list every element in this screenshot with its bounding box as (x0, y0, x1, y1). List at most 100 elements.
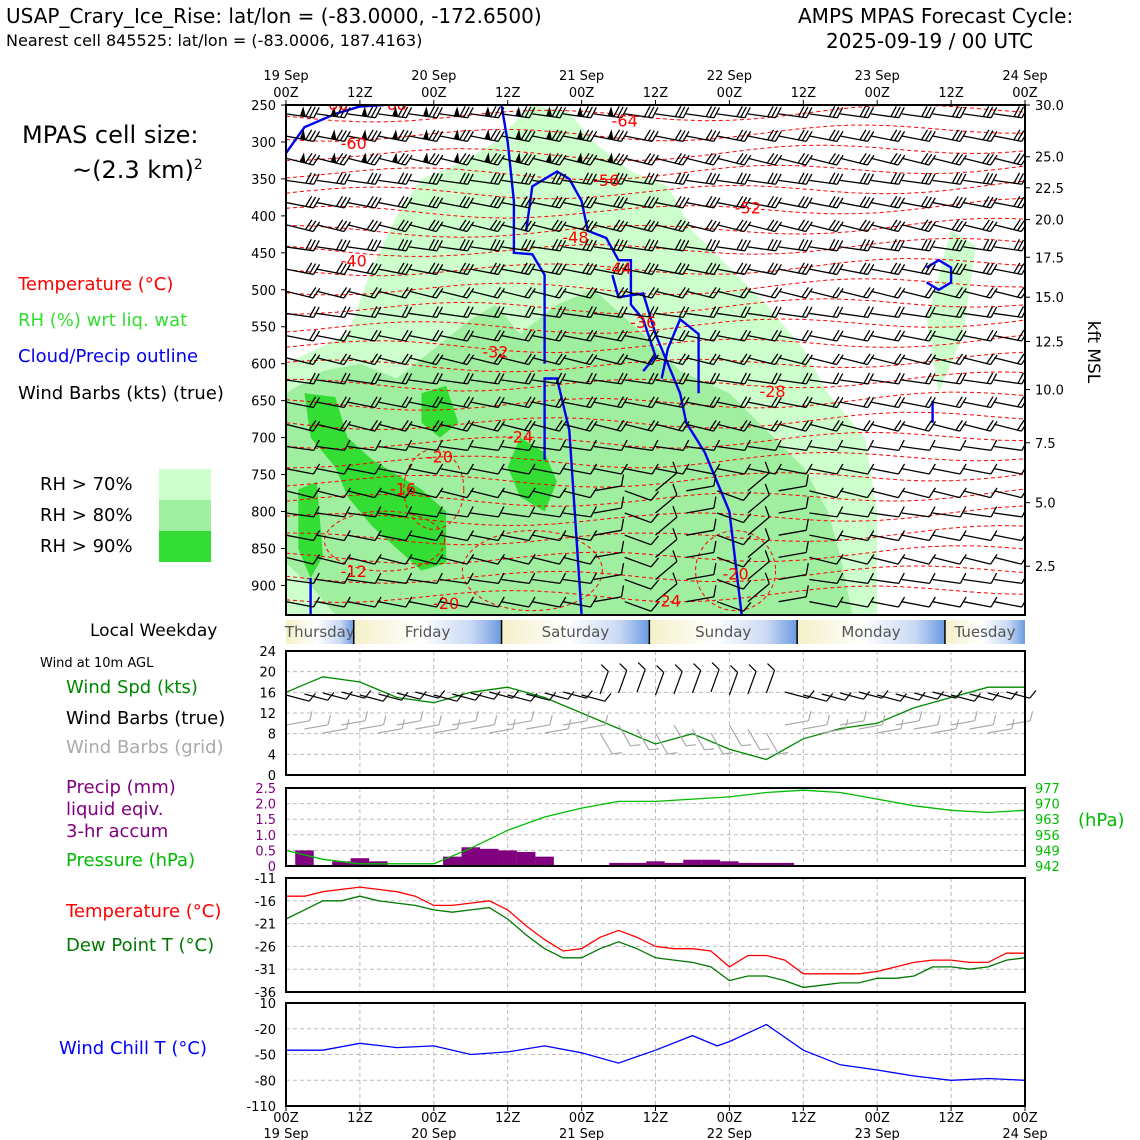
wind-barb (870, 506, 905, 518)
wind-barb (378, 286, 413, 299)
weekday-cell (286, 620, 354, 644)
wind-barb (932, 353, 967, 366)
wind-barb (286, 106, 320, 119)
temp-contour-label: -64 (612, 111, 638, 130)
forecast-cycle: 2025-09-19 / 00 UTC (826, 29, 1034, 53)
wind-barb (409, 530, 444, 542)
wind-barb (870, 396, 906, 409)
wind-barb (963, 506, 998, 518)
wind-barb (562, 286, 598, 299)
wind-barb (470, 329, 505, 342)
top-time-tick-label: 00Z (717, 86, 743, 101)
wind-barb (378, 463, 413, 475)
surface-barb-true (599, 664, 609, 695)
wind-barb (347, 172, 382, 185)
wind-barb (686, 353, 721, 366)
y-tick-label: -21 (255, 918, 276, 933)
wind-barb (624, 239, 659, 252)
surface-barb-grid (840, 711, 867, 726)
wind-barb (870, 372, 905, 385)
wind-barb (286, 596, 321, 608)
wind-barb (778, 563, 809, 581)
wind-barb (747, 329, 782, 342)
wind-barb (316, 196, 351, 209)
cloud-outline (925, 258, 953, 292)
wind-barb (963, 420, 998, 432)
wind-barb (809, 487, 844, 499)
surface-barb-grid (581, 715, 609, 730)
surface-barb-true (673, 664, 683, 695)
wind-barb (901, 439, 936, 452)
temp-contour-label: -52 (735, 198, 761, 217)
wind-barb (409, 372, 443, 385)
wind-barb (778, 496, 809, 514)
label-pressure-unit: (hPa) (1078, 810, 1125, 831)
precip-bar (609, 862, 628, 866)
wind-barb (840, 554, 875, 565)
legend-temperature: Temperature (°C) (18, 274, 174, 295)
wind-barb (932, 554, 967, 565)
wind-barb (316, 106, 351, 119)
wind-barb (563, 506, 597, 518)
wind-barb (286, 329, 321, 342)
pressure-tick-label: 600 (251, 358, 276, 373)
wind-barb (840, 286, 875, 299)
wind-chill-panel: -110 -80 -50 -20 10 (246, 997, 1026, 1115)
wind-barb (778, 239, 813, 252)
wind-barb (563, 396, 598, 409)
wind-barb (963, 286, 998, 299)
wind-barb (470, 262, 505, 276)
wind-barb (901, 286, 937, 299)
wind-barb (901, 262, 936, 276)
y-tick-label: 20 (259, 666, 276, 681)
wind-barb (593, 172, 628, 185)
wind-barb (532, 487, 567, 499)
wind-barb (778, 286, 813, 299)
wind-barb (593, 563, 625, 581)
top-date-label: 19 Sep (263, 69, 308, 84)
bottom-time-tick-label: 12Z (347, 1111, 373, 1126)
wind-barb (809, 596, 844, 608)
bottom-date-label: 22 Sep (707, 1127, 752, 1140)
wind-barb (901, 463, 936, 475)
temp-isotherm (286, 565, 1025, 584)
wind-barb (932, 129, 967, 143)
precip-bar (332, 861, 351, 866)
wind-barb (286, 262, 321, 276)
wind-barb (778, 306, 813, 318)
wind-barb (378, 152, 413, 166)
wind-barb (470, 396, 505, 409)
wind-barb (316, 239, 351, 252)
temp-isotherm (286, 298, 1025, 315)
temp-contour-label: -68 (322, 95, 348, 114)
wind-barb (655, 505, 678, 536)
wind-barb (562, 152, 598, 166)
temp-contour-label: -60 (341, 134, 367, 153)
wind-barb (1024, 246, 1025, 252)
wind-barb (347, 106, 382, 119)
wind-barb (932, 530, 967, 542)
wind-barb (778, 420, 813, 432)
wind-barb (624, 353, 659, 366)
wind-barb (716, 353, 752, 366)
kft-tick-label: 25.0 (1035, 151, 1064, 166)
wind-barb (655, 196, 690, 209)
wind-barb (593, 129, 628, 143)
wind-barb (439, 219, 475, 233)
wind-barb (901, 152, 937, 166)
label-precip-1: Precip (mm) (66, 777, 176, 798)
wind-barb (593, 518, 625, 536)
top-time-tick-label: 00Z (421, 86, 447, 101)
wind-barb (501, 420, 536, 432)
wind-barb (532, 420, 567, 432)
wind-barb (593, 106, 628, 119)
wind-barb (655, 528, 678, 558)
wind-barb (840, 596, 875, 608)
wind-barb (840, 530, 875, 542)
wind-barb (439, 262, 475, 276)
wind-barb (439, 286, 475, 299)
wind-barb (378, 396, 413, 409)
wind-barb (563, 439, 597, 452)
y-tick-label: 0 (268, 860, 276, 875)
pressure-line (285, 789, 1026, 865)
